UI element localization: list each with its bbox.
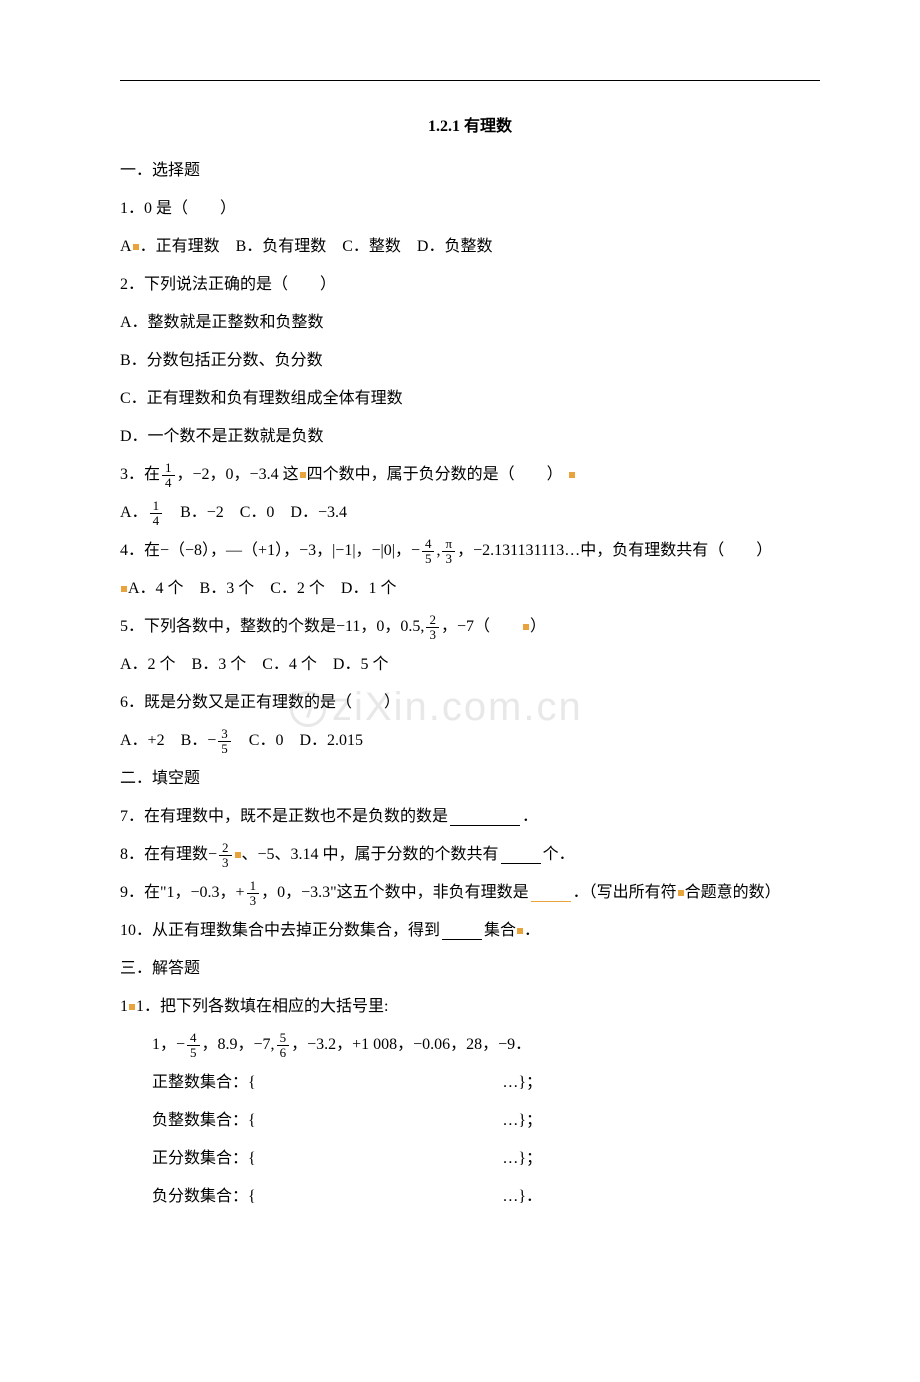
q4-frac2: π3 [442, 537, 455, 565]
q7-blank [450, 808, 520, 826]
q8-before: 8．在有理数− [120, 839, 217, 871]
q10-period: ． [524, 915, 540, 947]
q9-after2: 合题意的数） [685, 877, 781, 909]
q6-optB-frac: 35 [218, 727, 231, 755]
orange-marker-icon [517, 928, 523, 934]
q8-after: 个． [543, 839, 575, 871]
orange-marker-icon [121, 586, 127, 592]
q3-optA-pre: A． [120, 497, 148, 529]
q3-stem-mid: ，−2，0，−3.4 这 [177, 459, 299, 491]
q10-before: 10．从正有理数集合中去掉正分数集合，得到 [120, 915, 440, 947]
section1-heading: 一．选择题 [120, 155, 820, 187]
section3-heading: 三．解答题 [120, 953, 820, 985]
q5-stem-close: ） [530, 611, 546, 643]
q4-stem: 4．在−（−8），—（+1），−3，|−1|，−|0|，− 45 , π3 ，−… [120, 535, 820, 567]
q11-list-before: 1，− [152, 1029, 185, 1061]
q2-optC: C．正有理数和负有理数组成全体有理数 [120, 383, 820, 415]
q5-stem-after: ，−7（ [441, 611, 522, 643]
q8-mid: 、−5、3.14 中，属于分数的个数共有 [242, 839, 499, 871]
q11-list: 1，− 45 ，8.9，−7, 56 ，−3.2，+1 008，−0.06，28… [120, 1029, 820, 1061]
q4-stem-before: 4．在−（−8），—（+1），−3，|−1|，−|0|，− [120, 535, 420, 567]
document-title: 1.2.1 有理数 [120, 111, 820, 143]
q9-after: ．（写出所有符 [573, 877, 677, 909]
q11-set3-end: …}； [282, 1143, 542, 1175]
q4-comma1: , [436, 535, 440, 567]
orange-marker-icon [235, 852, 241, 858]
q3-stem: 3．在 14 ，−2，0，−3.4 这 四个数中，属于负分数的是（ ） [120, 459, 820, 491]
q1-options: A．正有理数 B．负有理数 C．整数 D．负整数 [120, 231, 820, 263]
q3-optRest: B．−2 C．0 D．−3.4 [164, 497, 347, 529]
q3-stem-after: 四个数中，属于负分数的是（ ） [307, 459, 563, 491]
q6-optA-pre: A．+2 B．− [120, 725, 216, 757]
q11-stem: 1 1．把下列各数填在相应的大括号里: [120, 991, 820, 1023]
q10-after: 集合 [484, 915, 516, 947]
q8-blank [501, 846, 541, 864]
q5-frac: 23 [426, 613, 439, 641]
q11-set1: 正整数集合：{ …}； [120, 1067, 820, 1099]
q2-stem: 2．下列说法正确的是（ ） [120, 269, 820, 301]
q11-set4-label: 负分数集合：{ [152, 1181, 282, 1213]
q11-set4: 负分数集合：{ …}． [120, 1181, 820, 1213]
q7-after: ． [522, 801, 538, 833]
section2-heading: 二．填空题 [120, 763, 820, 795]
q9-blank [531, 884, 571, 902]
q9-before: 9．在"1，−0.3，+ [120, 877, 245, 909]
orange-marker-icon [129, 1004, 135, 1010]
q9: 9．在"1，−0.3，+ 13 ，0，−3.3"这五个数中，非负有理数是 ．（写… [120, 877, 820, 909]
q4-options-text: A．4 个 B．3 个 C．2 个 D．1 个 [128, 573, 396, 605]
q11-frac1: 45 [187, 1031, 200, 1059]
q11-set2-label: 负整数集合：{ [152, 1105, 282, 1137]
q9-mid: ，0，−3.3"这五个数中，非负有理数是 [261, 877, 529, 909]
q11-set3: 正分数集合：{ …}； [120, 1143, 820, 1175]
q6-options: A．+2 B．− 35 C．0 D．2.015 [120, 725, 820, 757]
q11-set1-end: …}； [282, 1067, 542, 1099]
q3-frac1: 14 [162, 461, 175, 489]
document-content: 1.2.1 有理数 一．选择题 1．0 是（ ） A．正有理数 B．负有理数 C… [0, 81, 920, 1249]
q10-blank [442, 922, 482, 940]
q3-optA-frac: 14 [150, 499, 163, 527]
q11-set2-end: …}； [282, 1105, 542, 1137]
q5-options: A．2 个 B．3 个 C．4 个 D．5 个 [120, 649, 820, 681]
q6-optRest: C．0 D．2.015 [233, 725, 363, 757]
q11-stem-after: 1．把下列各数填在相应的大括号里: [136, 991, 388, 1023]
q3-stem-before: 3．在 [120, 459, 160, 491]
q4-stem-after: ，−2.131131113…中，负有理数共有（ ） [457, 535, 772, 567]
q11-stem-before: 1 [120, 991, 128, 1023]
q8: 8．在有理数− 23 、−5、3.14 中，属于分数的个数共有 个． [120, 839, 820, 871]
orange-marker-icon [569, 472, 575, 478]
orange-marker-icon [678, 890, 684, 896]
q1-stem: 1．0 是（ ） [120, 193, 820, 225]
q1-options-text: A．正有理数 B．负有理数 C．整数 D．负整数 [120, 231, 492, 263]
q8-frac: 23 [219, 841, 232, 869]
q11-set2: 负整数集合：{ …}； [120, 1105, 820, 1137]
q11-list-mid1: ，8.9，−7, [202, 1029, 275, 1061]
q2-optA: A．整数就是正整数和负整数 [120, 307, 820, 339]
orange-marker-icon [133, 244, 139, 250]
q5-stem: 5．下列各数中，整数的个数是−11，0，0.5, 23 ，−7（ ） [120, 611, 820, 643]
q2-optB: B．分数包括正分数、负分数 [120, 345, 820, 377]
q4-options: A．4 个 B．3 个 C．2 个 D．1 个 [120, 573, 820, 605]
q7-before: 7．在有理数中，既不是正数也不是负数的数是 [120, 801, 448, 833]
q11-frac2: 56 [277, 1031, 290, 1059]
q11-set1-label: 正整数集合：{ [152, 1067, 282, 1099]
q11-set3-label: 正分数集合：{ [152, 1143, 282, 1175]
q5-stem-before: 5．下列各数中，整数的个数是−11，0，0.5, [120, 611, 424, 643]
orange-marker-icon [300, 472, 306, 478]
q2-optD: D．一个数不是正数就是负数 [120, 421, 820, 453]
q10: 10．从正有理数集合中去掉正分数集合，得到 集合 ． [120, 915, 820, 947]
q6-stem: 6．既是分数又是正有理数的是（ ） [120, 687, 820, 719]
orange-marker-icon [523, 624, 529, 630]
q11-list-mid2: ，−3.2，+1 008，−0.06，28，−9． [291, 1029, 531, 1061]
q4-frac1: 45 [422, 537, 435, 565]
q9-frac: 13 [247, 879, 260, 907]
q11-set4-end: …}． [282, 1181, 542, 1213]
q7: 7．在有理数中，既不是正数也不是负数的数是 ． [120, 801, 820, 833]
q3-options: A． 14 B．−2 C．0 D．−3.4 [120, 497, 820, 529]
